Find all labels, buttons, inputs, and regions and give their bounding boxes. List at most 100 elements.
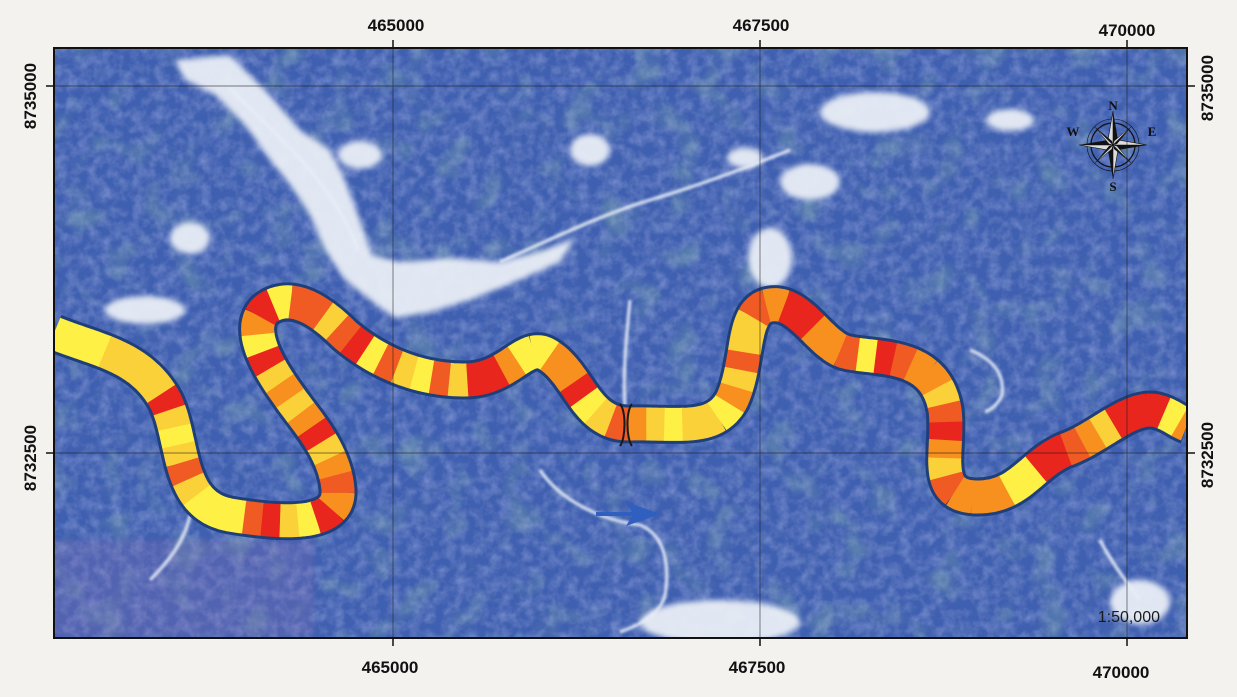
river-segment: [941, 476, 987, 514]
easting-label-bottom-3: 470000: [1093, 663, 1150, 682]
river-segment: [880, 343, 925, 380]
river-segment: [277, 285, 323, 323]
river-segment: [1068, 418, 1113, 458]
river-segment: [248, 502, 295, 538]
river-segment: [720, 355, 758, 401]
river-segment: [569, 383, 611, 426]
frame-ticks: [46, 40, 1195, 646]
compass-west-label: W: [1067, 124, 1080, 139]
compass-star: [1078, 110, 1148, 180]
river-segment: [54, 317, 86, 356]
graticule: [54, 48, 1187, 638]
river-segment: [153, 396, 191, 442]
river-segment: [548, 354, 589, 397]
easting-label-top-3: 470000: [1099, 21, 1156, 40]
river-segment: [182, 481, 225, 523]
river-segment: [928, 426, 962, 473]
river-segment: [383, 351, 429, 389]
river-segment: [453, 361, 500, 397]
tributary-northwest: [228, 86, 360, 251]
river-segment: [1052, 426, 1097, 466]
river-segment: [241, 302, 276, 348]
river-erosion-segments: [54, 285, 1187, 538]
river-segment: [400, 356, 446, 394]
river-segment: [247, 337, 286, 382]
river-segment: [294, 291, 338, 332]
river-segment: [418, 360, 464, 396]
compass-north-label: N: [1108, 98, 1118, 113]
clearing-southwest: [105, 296, 185, 324]
river-segment: [336, 324, 380, 366]
river-segment: [958, 479, 1005, 514]
river-segment: [259, 285, 305, 321]
clearings: [105, 55, 1170, 638]
river-segment: [285, 398, 327, 441]
clearing-center-north: [727, 148, 763, 168]
river-segment: [264, 368, 305, 413]
river-segment: [686, 401, 732, 439]
river-segment: [435, 362, 482, 397]
river-segment: [519, 335, 565, 372]
river-segment: [1164, 405, 1187, 441]
easting-label-bottom-2: 467500: [729, 658, 786, 677]
river-segment: [811, 325, 855, 366]
river-segment: [322, 313, 366, 355]
clearing-southeast: [1110, 580, 1170, 624]
clearing-river-north: [748, 228, 792, 288]
river-segment: [714, 373, 753, 418]
clearing-east-1: [780, 164, 840, 200]
river-segment: [212, 498, 259, 534]
bridge-right-bracket: [626, 403, 633, 447]
river-segment: [502, 336, 547, 376]
river-segment: [928, 444, 963, 491]
river-segment: [314, 443, 352, 489]
river-segment: [844, 338, 890, 373]
tributary-northeast: [499, 148, 791, 264]
river-segment: [559, 368, 600, 412]
river-segment: [367, 344, 412, 383]
river-segment: [57, 323, 103, 362]
river-segment: [581, 396, 626, 437]
river-segment: [245, 289, 288, 331]
northing-label-left-2: 8732500: [21, 425, 40, 491]
river-segment: [976, 474, 1022, 513]
river-segment: [1084, 408, 1128, 449]
river-segment: [317, 478, 355, 524]
bridge-left-bracket: [619, 403, 626, 447]
river-segment: [162, 431, 199, 477]
tributary-southeast: [1098, 539, 1142, 602]
tributary-south: [538, 469, 669, 634]
river-segment: [535, 341, 578, 383]
river-segment: [74, 329, 120, 368]
northing-label-left-1: 8735000: [21, 63, 40, 129]
river-segment: [471, 354, 516, 393]
river-segment: [284, 501, 330, 537]
easting-label-bottom-1: 465000: [362, 658, 419, 677]
river-segment: [275, 383, 316, 427]
river-segment: [731, 303, 769, 348]
river-segment: [930, 462, 970, 507]
flow-direction-arrow: [596, 502, 660, 526]
river-segment: [1132, 393, 1179, 429]
river-segment: [1115, 393, 1161, 431]
northing-label-right-1: 8735000: [1198, 55, 1217, 121]
river-segment: [826, 334, 872, 371]
river-segment: [1008, 454, 1051, 496]
northing-label-right-2: 8732500: [1198, 422, 1217, 488]
river-segment: [897, 349, 941, 389]
river-segment: [135, 365, 177, 409]
river-segment: [309, 301, 352, 343]
compass-south-label: S: [1109, 179, 1116, 194]
river-segment: [255, 353, 295, 398]
compass-east-label: E: [1148, 124, 1157, 139]
clearing-north-2: [338, 141, 382, 169]
river-segment: [306, 427, 345, 472]
river-segment: [122, 353, 166, 395]
map-frame: [53, 47, 1188, 639]
river-segment: [703, 389, 745, 432]
scale-label: 1:50,000: [1098, 609, 1160, 626]
river-segment: [1036, 433, 1081, 473]
river-segment: [752, 288, 799, 323]
river-channel: [54, 282, 1187, 541]
